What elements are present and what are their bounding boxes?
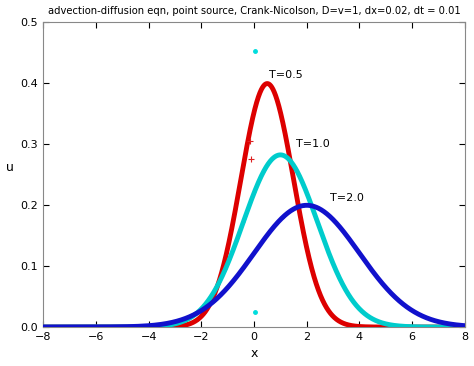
Title: advection-diffusion eqn, point source, Crank-Nicolson, D=v=1, dx=0.02, dt = 0.01: advection-diffusion eqn, point source, C…	[48, 5, 460, 16]
X-axis label: x: x	[250, 347, 258, 361]
Text: T=2.0: T=2.0	[330, 193, 365, 203]
Y-axis label: u: u	[6, 161, 13, 175]
Text: T=1.0: T=1.0	[296, 139, 330, 149]
Text: T=0.5: T=0.5	[269, 70, 302, 80]
